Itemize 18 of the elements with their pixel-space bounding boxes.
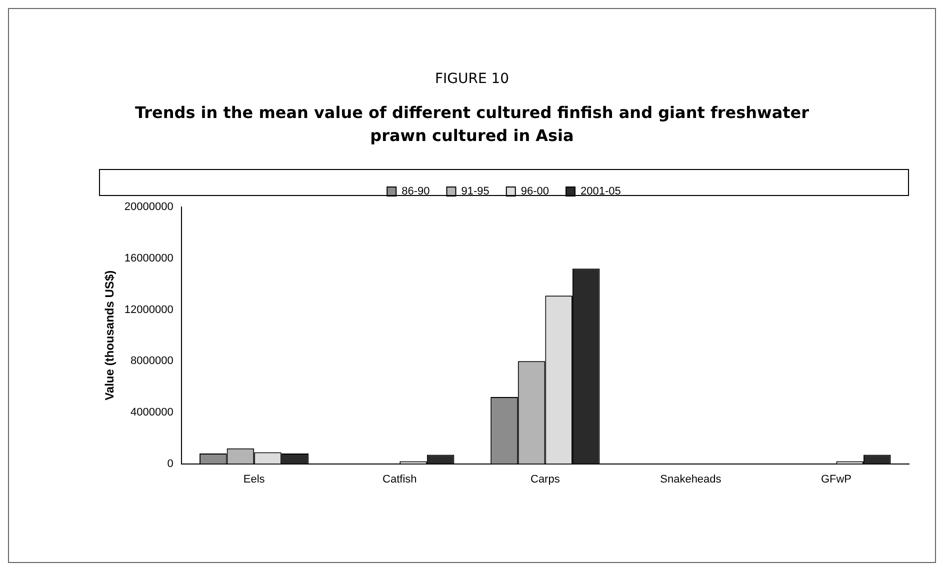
legend-label: 2001-05 xyxy=(580,186,621,198)
x-tick-label: Catfish xyxy=(382,473,417,486)
y-tick-label: 4000000 xyxy=(130,406,174,418)
y-tick-label: 8000000 xyxy=(130,355,174,368)
y-tick-label: 12000000 xyxy=(124,304,174,316)
legend-label: 86-90 xyxy=(402,186,430,198)
x-tick-label: Eels xyxy=(243,473,266,486)
y-tick-label: 16000000 xyxy=(124,252,174,264)
y-tick-label: 0 xyxy=(167,458,174,470)
chart-title: Trends in the mean value of different cultured finfish and giant freshwater prawn cultured in Asia xyxy=(134,102,810,147)
y-axis-title: Value (thousands US$) xyxy=(102,270,117,400)
legend-label: 96-00 xyxy=(520,186,550,198)
x-tick-label: Carps xyxy=(530,473,560,486)
y-tick-label: 20000000 xyxy=(124,201,174,214)
chart-subtitle: FIGURE 10 xyxy=(434,71,510,87)
legend-label: 91-95 xyxy=(461,186,490,198)
x-tick-label: GFwP xyxy=(820,473,852,486)
x-tick-label: Snakeheads xyxy=(660,473,722,486)
